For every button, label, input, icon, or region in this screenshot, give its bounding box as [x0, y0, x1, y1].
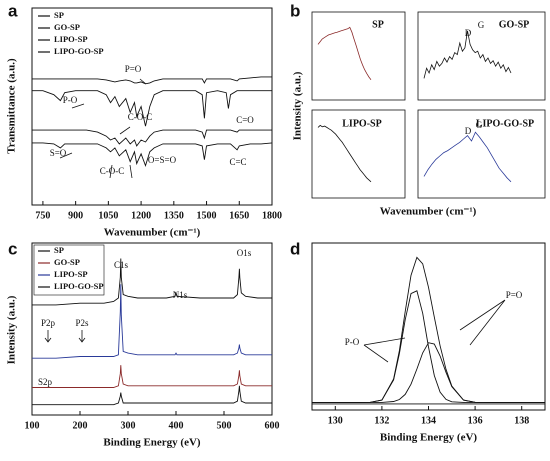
legend-label: LIPO-SP: [54, 269, 88, 279]
plot-frame: [311, 242, 546, 411]
spectrum-line: [32, 142, 273, 167]
spectrum-line: [32, 90, 272, 127]
annotation: P2p: [41, 318, 56, 328]
spectrum-line: [317, 26, 372, 81]
annotation: O=S=O: [148, 155, 177, 165]
x-tick-label: 750: [35, 210, 50, 221]
x-tick-label: 100: [25, 420, 40, 431]
subplot-frame: [311, 109, 406, 199]
x-tick-label: 1800: [262, 210, 282, 221]
y-axis-label: Intensity (a.u.): [292, 71, 304, 140]
x-tick-label: 130: [328, 415, 343, 426]
annotation: G: [478, 20, 485, 30]
x-tick-label: 132: [374, 415, 389, 426]
spectrum-line: [32, 258, 272, 306]
plot-frame: [31, 242, 273, 416]
legend-label: GO-SP: [54, 257, 80, 267]
legend-label: LIPO-GO-SP: [54, 46, 104, 56]
legend-label: LIPO-SP: [54, 34, 88, 44]
x-tick-label: 600: [265, 420, 280, 431]
x-tick-label: 1050: [98, 210, 118, 221]
subplot-title: SP: [372, 19, 384, 30]
spectrum-line: [32, 365, 272, 388]
spectrum-line: [423, 131, 512, 183]
annotation: P2s: [75, 318, 89, 328]
x-axis-label: Wavenumber (cm⁻¹): [380, 206, 477, 218]
spectrum-line: [32, 385, 272, 406]
panel-letter: d: [290, 239, 300, 258]
spectrum-line: [317, 124, 372, 183]
annotation: C1s: [114, 260, 129, 270]
panel-letter: c: [8, 239, 17, 258]
x-axis-label: Binding Energy (eV): [380, 432, 478, 444]
spectrum-line: [32, 129, 272, 147]
x-tick-label: 134: [421, 415, 436, 426]
subplot-title: GO-SP: [499, 19, 530, 30]
spectrum-line: [423, 30, 512, 79]
x-axis-label: Wavenumber (cm⁻¹): [104, 227, 201, 239]
x-axis-label: Binding Energy (eV): [103, 437, 201, 449]
x-tick-label: 300: [121, 420, 136, 431]
spectrum-line: [32, 284, 272, 359]
annotation: G: [476, 120, 483, 130]
annotation: C=O: [236, 115, 254, 125]
plot-frame: [31, 7, 273, 206]
subplot-frame: [417, 109, 546, 199]
annotation: N1s: [173, 290, 188, 300]
arrows: [44, 78, 506, 363]
subplot-title: LIPO-GO-SP: [476, 118, 534, 129]
annotation: D: [465, 126, 472, 136]
spectrum-line: [312, 256, 545, 403]
y-axis-label: Intensity (a.u.): [6, 295, 18, 364]
annotation: S=O: [50, 148, 67, 158]
spectrum-line: [32, 76, 272, 85]
panel-letter: a: [8, 1, 18, 20]
spectrum-line: [312, 290, 545, 403]
legend-label: LIPO-GO-SP: [54, 281, 104, 291]
annotation: P=O: [506, 290, 523, 300]
x-tick-label: 1500: [197, 210, 217, 221]
subplot-frame: [417, 11, 546, 101]
annotation: P-O: [345, 337, 360, 347]
subplot-frame: [311, 11, 406, 101]
x-tick-label: 1200: [131, 210, 151, 221]
panel-letter: b: [290, 1, 300, 20]
x-tick-label: 136: [468, 415, 483, 426]
legend-label: SP: [54, 10, 64, 20]
annotation: P=O: [125, 64, 142, 74]
x-tick-label: 900: [68, 210, 83, 221]
legend-label: SP: [54, 245, 64, 255]
x-tick-label: 400: [169, 420, 184, 431]
annotation: C=C: [229, 157, 246, 167]
annotation: C-O-C: [100, 166, 125, 176]
y-axis-label: Transmittance (a.u.): [6, 58, 18, 154]
annotation: S2p: [38, 377, 53, 387]
x-tick-label: 1350: [164, 210, 184, 221]
spectrum-line: [312, 342, 545, 403]
annotation: D: [465, 28, 472, 38]
annotation: C-O-C: [128, 112, 153, 122]
annotation: P-O: [63, 95, 78, 105]
x-tick-label: 1650: [229, 210, 249, 221]
x-tick-label: 500: [217, 420, 232, 431]
subplot-title: LIPO-SP: [342, 118, 381, 129]
x-tick-label: 200: [73, 420, 88, 431]
x-tick-label: 138: [514, 415, 529, 426]
annotation: O1s: [237, 248, 252, 258]
legend-label: GO-SP: [54, 22, 80, 32]
